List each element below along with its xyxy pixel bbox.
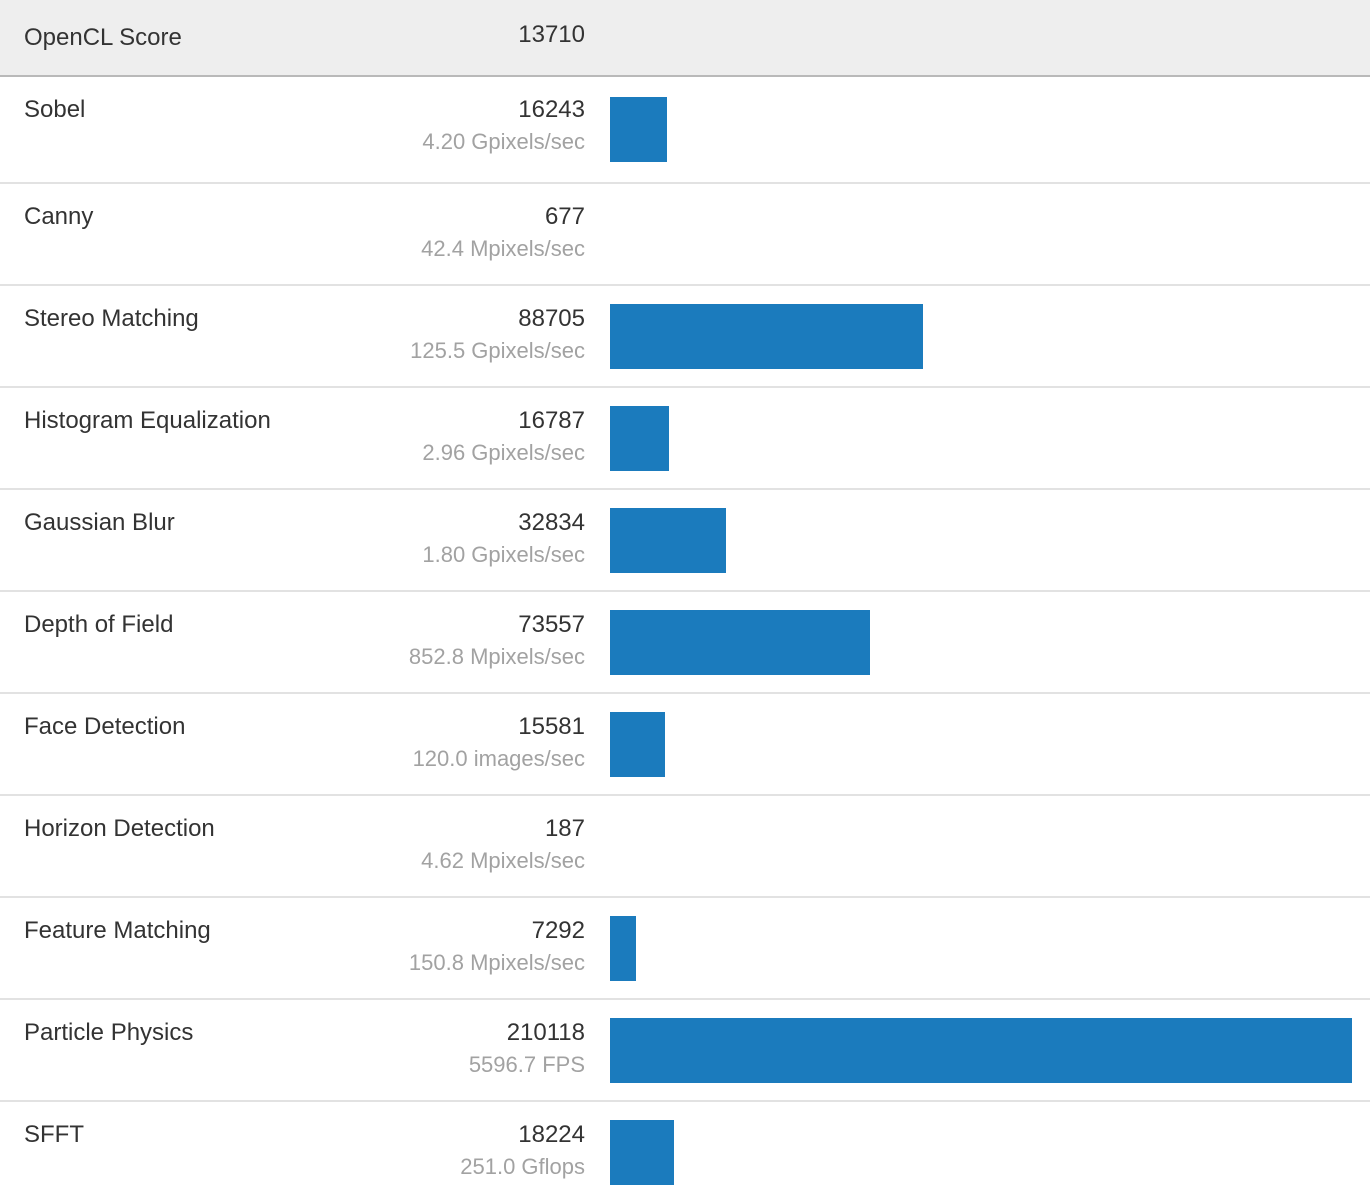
benchmark-bar-track xyxy=(585,77,1370,182)
benchmark-score: 210118 xyxy=(506,1019,585,1046)
benchmark-score: 16243 xyxy=(518,96,585,123)
benchmark-rate: 251.0 Gflops xyxy=(460,1154,585,1179)
benchmark-name: Histogram Equalization xyxy=(24,407,271,434)
benchmark-row: Face Detection 15581 120.0 images/sec xyxy=(0,692,1370,794)
benchmark-row: Gaussian Blur 32834 1.80 Gpixels/sec xyxy=(0,488,1370,590)
score-bar xyxy=(610,303,923,369)
score-bar xyxy=(610,915,636,981)
benchmark-rate: 1.80 Gpixels/sec xyxy=(422,542,585,567)
header-label: OpenCL Score xyxy=(24,24,182,51)
score-bar xyxy=(610,1119,674,1185)
score-bar xyxy=(610,609,870,675)
benchmark-score: 88705 xyxy=(518,305,585,332)
score-bar xyxy=(610,711,665,777)
benchmark-score-block: 15581 120.0 images/sec xyxy=(330,694,585,794)
score-bar xyxy=(610,97,667,162)
benchmark-score-block: 677 42.4 Mpixels/sec xyxy=(330,184,585,284)
benchmark-score-block: 187 4.62 Mpixels/sec xyxy=(330,796,585,896)
benchmark-rows: Sobel 16243 4.20 Gpixels/sec Canny 677 4… xyxy=(0,77,1370,1200)
benchmark-score-block: 16787 2.96 Gpixels/sec xyxy=(330,388,585,488)
benchmark-score-block: 32834 1.80 Gpixels/sec xyxy=(330,490,585,590)
benchmark-score: 15581 xyxy=(518,713,585,740)
benchmark-bar-track xyxy=(585,388,1370,488)
benchmark-bar-track xyxy=(585,694,1370,794)
opencl-score-header: OpenCL Score 13710 xyxy=(0,0,1370,77)
benchmark-rate: 42.4 Mpixels/sec xyxy=(421,236,585,261)
benchmark-score-block: 73557 852.8 Mpixels/sec xyxy=(330,592,585,692)
benchmark-bar-track xyxy=(585,1102,1370,1200)
header-bar-spacer xyxy=(585,0,1370,75)
benchmark-rate: 120.0 images/sec xyxy=(412,746,585,771)
benchmark-bar-track xyxy=(585,286,1370,386)
benchmark-score: 16787 xyxy=(518,407,585,434)
benchmark-score-block: 88705 125.5 Gpixels/sec xyxy=(330,286,585,386)
benchmark-rate: 4.62 Mpixels/sec xyxy=(421,848,585,873)
benchmark-score-block: 16243 4.20 Gpixels/sec xyxy=(330,77,585,182)
benchmark-rate: 125.5 Gpixels/sec xyxy=(410,338,585,363)
benchmark-row: SFFT 18224 251.0 Gflops xyxy=(0,1100,1370,1200)
benchmark-row: Depth of Field 73557 852.8 Mpixels/sec xyxy=(0,590,1370,692)
benchmark-score: 18224 xyxy=(518,1121,585,1148)
benchmark-score: 187 xyxy=(544,815,585,842)
benchmark-row: Histogram Equalization 16787 2.96 Gpixel… xyxy=(0,386,1370,488)
benchmark-row: Particle Physics 210118 5596.7 FPS xyxy=(0,998,1370,1100)
benchmark-score-block: 210118 5596.7 FPS xyxy=(330,1000,585,1100)
benchmark-score: 73557 xyxy=(518,611,585,638)
benchmark-bar-track xyxy=(585,490,1370,590)
benchmark-score: 677 xyxy=(544,203,585,230)
benchmark-score-block: 18224 251.0 Gflops xyxy=(330,1102,585,1200)
benchmark-rate: 2.96 Gpixels/sec xyxy=(422,440,585,465)
header-score-value: 13710 xyxy=(518,21,585,48)
benchmark-rate: 150.8 Mpixels/sec xyxy=(408,950,585,975)
benchmark-row: Canny 677 42.4 Mpixels/sec xyxy=(0,182,1370,284)
benchmark-name: Face Detection xyxy=(24,713,186,740)
benchmark-row: Sobel 16243 4.20 Gpixels/sec xyxy=(0,77,1370,182)
benchmark-bar-track xyxy=(585,184,1370,284)
benchmark-name: Gaussian Blur xyxy=(24,509,175,536)
benchmark-row: Stereo Matching 88705 125.5 Gpixels/sec xyxy=(0,284,1370,386)
benchmark-row: Horizon Detection 187 4.62 Mpixels/sec xyxy=(0,794,1370,896)
benchmark-score: 32834 xyxy=(518,509,585,536)
benchmark-rate: 5596.7 FPS xyxy=(468,1052,585,1077)
benchmark-row: Feature Matching 7292 150.8 Mpixels/sec xyxy=(0,896,1370,998)
benchmark-name: Stereo Matching xyxy=(24,305,199,332)
benchmark-rate: 4.20 Gpixels/sec xyxy=(422,129,585,154)
benchmark-score-block: 7292 150.8 Mpixels/sec xyxy=(330,898,585,998)
score-bar xyxy=(610,507,726,573)
benchmark-bar-track xyxy=(585,1000,1370,1100)
benchmark-name: Canny xyxy=(24,203,94,230)
benchmark-bar-track xyxy=(585,898,1370,998)
benchmark-name: Horizon Detection xyxy=(24,815,215,842)
benchmark-rate: 852.8 Mpixels/sec xyxy=(408,644,585,669)
benchmark-name: Sobel xyxy=(24,96,86,123)
score-bar xyxy=(610,405,669,471)
score-bar xyxy=(610,1017,1352,1083)
benchmark-name: Feature Matching xyxy=(24,917,211,944)
benchmark-name: SFFT xyxy=(24,1121,84,1148)
benchmark-bar-track xyxy=(585,796,1370,896)
benchmark-bar-track xyxy=(585,592,1370,692)
benchmark-name: Particle Physics xyxy=(24,1019,194,1046)
benchmark-score: 7292 xyxy=(531,917,585,944)
benchmark-name: Depth of Field xyxy=(24,611,174,638)
